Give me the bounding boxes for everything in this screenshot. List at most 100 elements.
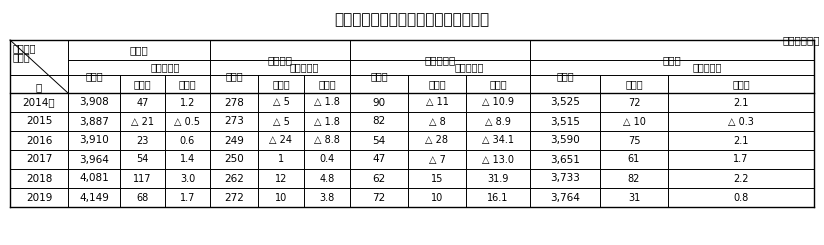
Text: 2019: 2019 <box>26 193 52 203</box>
Text: 0.6: 0.6 <box>180 135 195 146</box>
Text: 0.4: 0.4 <box>320 155 335 164</box>
Text: 増減率: 増減率 <box>318 79 336 89</box>
Text: 90: 90 <box>372 98 386 108</box>
Text: 増減率: 増減率 <box>489 79 507 89</box>
Text: △ 8.9: △ 8.9 <box>485 117 511 126</box>
Text: 増減率: 増減率 <box>733 79 750 89</box>
Text: 273: 273 <box>224 117 244 126</box>
Text: 1.4: 1.4 <box>180 155 195 164</box>
Text: 15: 15 <box>431 173 443 184</box>
Text: 72: 72 <box>372 193 386 203</box>
Text: 68: 68 <box>137 193 148 203</box>
Text: △ 1.8: △ 1.8 <box>314 98 340 108</box>
Text: 増減数: 増減数 <box>272 79 290 89</box>
Text: 対　前　年: 対 前 年 <box>150 62 180 73</box>
Text: △ 0.3: △ 0.3 <box>728 117 754 126</box>
Text: 増減数: 増減数 <box>428 79 446 89</box>
Text: 1.2: 1.2 <box>180 98 195 108</box>
Text: △ 5: △ 5 <box>273 98 289 108</box>
Text: 増減数: 増減数 <box>133 79 152 89</box>
Text: 82: 82 <box>628 173 640 184</box>
Text: 0.8: 0.8 <box>733 193 749 203</box>
Text: △ 8: △ 8 <box>428 117 446 126</box>
Text: 47: 47 <box>372 155 386 164</box>
Text: 実　数: 実 数 <box>556 72 574 82</box>
Text: 4.8: 4.8 <box>320 173 335 184</box>
Text: 10: 10 <box>275 193 287 203</box>
Text: 総　数: 総 数 <box>129 45 148 55</box>
Text: △ 34.1: △ 34.1 <box>482 135 514 146</box>
Text: 3,590: 3,590 <box>550 135 580 146</box>
Text: 2014年: 2014年 <box>23 98 55 108</box>
Text: 年: 年 <box>36 82 42 92</box>
Text: 実　数: 実 数 <box>225 72 243 82</box>
Text: △ 10: △ 10 <box>623 117 645 126</box>
Text: △ 5: △ 5 <box>273 117 289 126</box>
Text: 278: 278 <box>224 98 244 108</box>
Text: 117: 117 <box>133 173 152 184</box>
Text: 31: 31 <box>628 193 640 203</box>
Text: 2016: 2016 <box>26 135 52 146</box>
Text: 23: 23 <box>136 135 148 146</box>
Text: 2.1: 2.1 <box>733 135 749 146</box>
Text: 2.1: 2.1 <box>733 98 749 108</box>
Text: △ 7: △ 7 <box>428 155 446 164</box>
Text: △ 13.0: △ 13.0 <box>482 155 514 164</box>
Text: 2.2: 2.2 <box>733 173 749 184</box>
Text: 表３　従業上の地位別就業者数の推移: 表３ 従業上の地位別就業者数の推移 <box>335 12 489 27</box>
Text: 262: 262 <box>224 173 244 184</box>
Text: 250: 250 <box>224 155 244 164</box>
Text: 対　前　年: 対 前 年 <box>692 62 722 73</box>
Text: 雇用者: 雇用者 <box>662 55 681 65</box>
Text: 増減数: 増減数 <box>625 79 643 89</box>
Text: 1.7: 1.7 <box>180 193 195 203</box>
Text: 249: 249 <box>224 135 244 146</box>
Text: 3,651: 3,651 <box>550 155 580 164</box>
Text: △ 24: △ 24 <box>269 135 293 146</box>
Text: 3,908: 3,908 <box>79 98 109 108</box>
Text: 3.8: 3.8 <box>320 193 335 203</box>
Text: 3,764: 3,764 <box>550 193 580 203</box>
Text: △ 21: △ 21 <box>131 117 154 126</box>
Text: 3,887: 3,887 <box>79 117 109 126</box>
Text: 72: 72 <box>628 98 640 108</box>
Text: 従業上の: 従業上の <box>13 43 36 53</box>
Text: 対　前　年: 対 前 年 <box>289 62 319 73</box>
Text: 4,081: 4,081 <box>79 173 109 184</box>
Text: 増減率: 増減率 <box>179 79 196 89</box>
Text: 3,964: 3,964 <box>79 155 109 164</box>
Text: 10: 10 <box>431 193 443 203</box>
Text: 対　前　年: 対 前 年 <box>454 62 484 73</box>
Text: 3,733: 3,733 <box>550 173 580 184</box>
Text: 54: 54 <box>372 135 386 146</box>
Text: 2017: 2017 <box>26 155 52 164</box>
Text: △ 28: △ 28 <box>425 135 448 146</box>
Text: 3,525: 3,525 <box>550 98 580 108</box>
Text: 54: 54 <box>136 155 148 164</box>
Text: 実　数: 実 数 <box>370 72 388 82</box>
Text: 16.1: 16.1 <box>487 193 508 203</box>
Text: 家族従業者: 家族従業者 <box>424 55 456 65</box>
Text: 3,515: 3,515 <box>550 117 580 126</box>
Text: 自営業主: 自営業主 <box>268 55 293 65</box>
Text: 実　数: 実 数 <box>85 72 103 82</box>
Text: 61: 61 <box>628 155 640 164</box>
Text: 4,149: 4,149 <box>79 193 109 203</box>
Text: 62: 62 <box>372 173 386 184</box>
Text: 75: 75 <box>628 135 640 146</box>
Text: 1.7: 1.7 <box>733 155 749 164</box>
Text: △ 1.8: △ 1.8 <box>314 117 340 126</box>
Text: △ 10.9: △ 10.9 <box>482 98 514 108</box>
Text: 2018: 2018 <box>26 173 52 184</box>
Text: 3.0: 3.0 <box>180 173 195 184</box>
Text: 47: 47 <box>136 98 148 108</box>
Text: △ 0.5: △ 0.5 <box>175 117 200 126</box>
Text: 地位別: 地位別 <box>13 52 30 62</box>
Text: △ 8.8: △ 8.8 <box>314 135 340 146</box>
Text: 12: 12 <box>275 173 288 184</box>
Text: 31.9: 31.9 <box>487 173 508 184</box>
Text: 2015: 2015 <box>26 117 52 126</box>
Text: 272: 272 <box>224 193 244 203</box>
Text: △ 11: △ 11 <box>425 98 448 108</box>
Text: 82: 82 <box>372 117 386 126</box>
